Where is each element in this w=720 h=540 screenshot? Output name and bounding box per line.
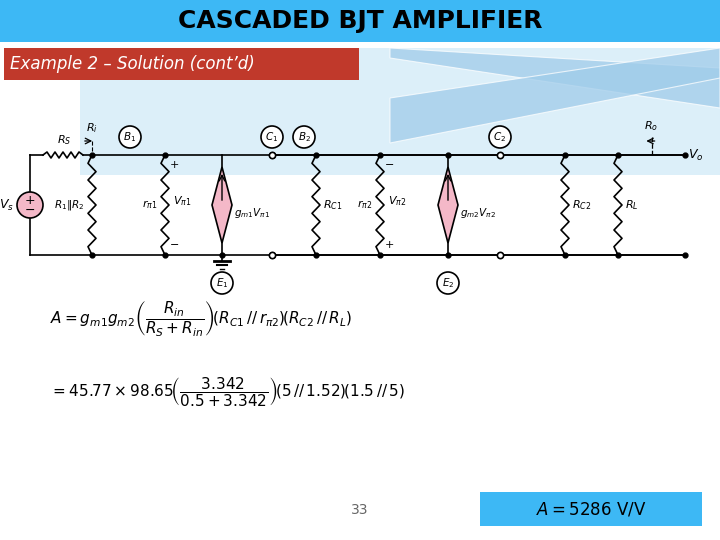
FancyBboxPatch shape — [480, 492, 702, 526]
Polygon shape — [390, 48, 720, 108]
Text: $= 45.77\times98.65\!\left(\dfrac{3.342}{0.5+3.342}\right)\!\left(5\,//\,1.52\ri: $= 45.77\times98.65\!\left(\dfrac{3.342}… — [50, 375, 405, 408]
Text: $B_1$: $B_1$ — [123, 130, 137, 144]
Text: $C_1$: $C_1$ — [266, 130, 279, 144]
Text: +: + — [24, 194, 35, 207]
Text: $R_{C2}$: $R_{C2}$ — [572, 198, 591, 212]
Text: Example 2 – Solution (cont’d): Example 2 – Solution (cont’d) — [10, 55, 255, 73]
Polygon shape — [390, 48, 720, 143]
Circle shape — [211, 272, 233, 294]
Polygon shape — [438, 167, 458, 243]
Text: $V_s$: $V_s$ — [0, 198, 14, 213]
Text: $R_o$: $R_o$ — [644, 119, 659, 133]
Polygon shape — [212, 167, 232, 243]
Circle shape — [293, 126, 315, 148]
Text: +: + — [385, 240, 395, 250]
Text: $R_i$: $R_i$ — [86, 121, 98, 135]
FancyBboxPatch shape — [4, 48, 359, 80]
Text: $E_2$: $E_2$ — [442, 276, 454, 290]
Text: $V_{\pi2}$: $V_{\pi2}$ — [388, 194, 406, 208]
Text: $g_{m1}V_{\pi1}$: $g_{m1}V_{\pi1}$ — [234, 206, 270, 220]
Text: $V_{\pi1}$: $V_{\pi1}$ — [173, 194, 192, 208]
Text: +: + — [170, 160, 179, 170]
Circle shape — [489, 126, 511, 148]
Circle shape — [17, 192, 43, 218]
Circle shape — [437, 272, 459, 294]
Text: 33: 33 — [351, 503, 369, 517]
Polygon shape — [80, 48, 720, 175]
Text: $r_{\pi2}$: $r_{\pi2}$ — [356, 199, 372, 211]
Text: −: − — [24, 204, 35, 217]
Text: $R_S$: $R_S$ — [57, 133, 71, 147]
Text: CASCADED BJT AMPLIFIER: CASCADED BJT AMPLIFIER — [178, 9, 542, 33]
Text: $R_1\|R_2$: $R_1\|R_2$ — [53, 198, 84, 212]
Text: −: − — [385, 160, 395, 170]
Text: $A = g_{m1}g_{m2}\left(\dfrac{R_{in}}{R_S + R_{in}}\right)\!\left(R_{C1}\,//\,r_: $A = g_{m1}g_{m2}\left(\dfrac{R_{in}}{R_… — [50, 299, 353, 338]
Text: $V_o$: $V_o$ — [688, 147, 703, 163]
Text: $E_1$: $E_1$ — [216, 276, 228, 290]
Text: $g_{m2}V_{\pi2}$: $g_{m2}V_{\pi2}$ — [460, 206, 496, 220]
Text: $R_{C1}$: $R_{C1}$ — [323, 198, 343, 212]
Circle shape — [119, 126, 141, 148]
Text: −: − — [170, 240, 179, 250]
Circle shape — [261, 126, 283, 148]
Text: $C_2$: $C_2$ — [493, 130, 507, 144]
Text: $A = 5286\ \mathrm{V/V}$: $A = 5286\ \mathrm{V/V}$ — [536, 500, 647, 518]
Text: $B_2$: $B_2$ — [297, 130, 310, 144]
Text: $r_{\pi1}$: $r_{\pi1}$ — [142, 199, 157, 211]
FancyBboxPatch shape — [0, 0, 720, 42]
Text: $R_L$: $R_L$ — [625, 198, 639, 212]
